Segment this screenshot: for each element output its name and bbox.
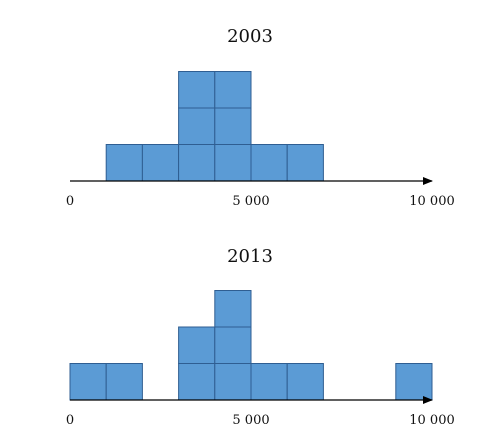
histogram-block: [214, 71, 252, 109]
histogram-block: [105, 144, 143, 182]
tick-label: 5 000: [232, 194, 269, 209]
bars-group: [69, 290, 433, 401]
histogram-block: [250, 144, 288, 182]
histogram-block: [250, 363, 288, 401]
histogram-block: [141, 144, 180, 182]
tick-labels-group: 0 5 000 10 000: [66, 194, 455, 209]
tick-label: 10 000: [409, 194, 455, 209]
histogram-block: [178, 71, 216, 109]
chart-panel-2013: 2013 0 5 000 10 000: [66, 246, 455, 428]
histogram-block: [105, 363, 143, 401]
tick-label: 5 000: [232, 413, 269, 428]
tick-label: 0: [66, 413, 74, 428]
bars-group: [105, 71, 324, 182]
tick-label: 10 000: [409, 413, 455, 428]
histogram-block: [286, 363, 324, 401]
histogram-block: [178, 326, 216, 364]
histogram-block: [69, 363, 107, 401]
histogram-block: [214, 290, 252, 328]
histogram-block: [214, 144, 252, 182]
histogram-block: [395, 363, 433, 401]
tick-labels-group: 0 5 000 10 000: [66, 413, 455, 428]
histogram-block: [214, 326, 252, 364]
chart-title: 2003: [227, 26, 273, 47]
histogram-block: [214, 107, 252, 145]
chart-panel-2003: 2003 0 5 000 10 000: [66, 26, 455, 209]
histogram-block: [214, 363, 252, 401]
histogram-block: [178, 144, 216, 182]
chart-title: 2013: [227, 246, 273, 267]
tick-label: 0: [66, 194, 74, 209]
histogram-block: [178, 107, 216, 145]
histogram-block: [286, 144, 324, 182]
histogram-block: [178, 363, 216, 401]
